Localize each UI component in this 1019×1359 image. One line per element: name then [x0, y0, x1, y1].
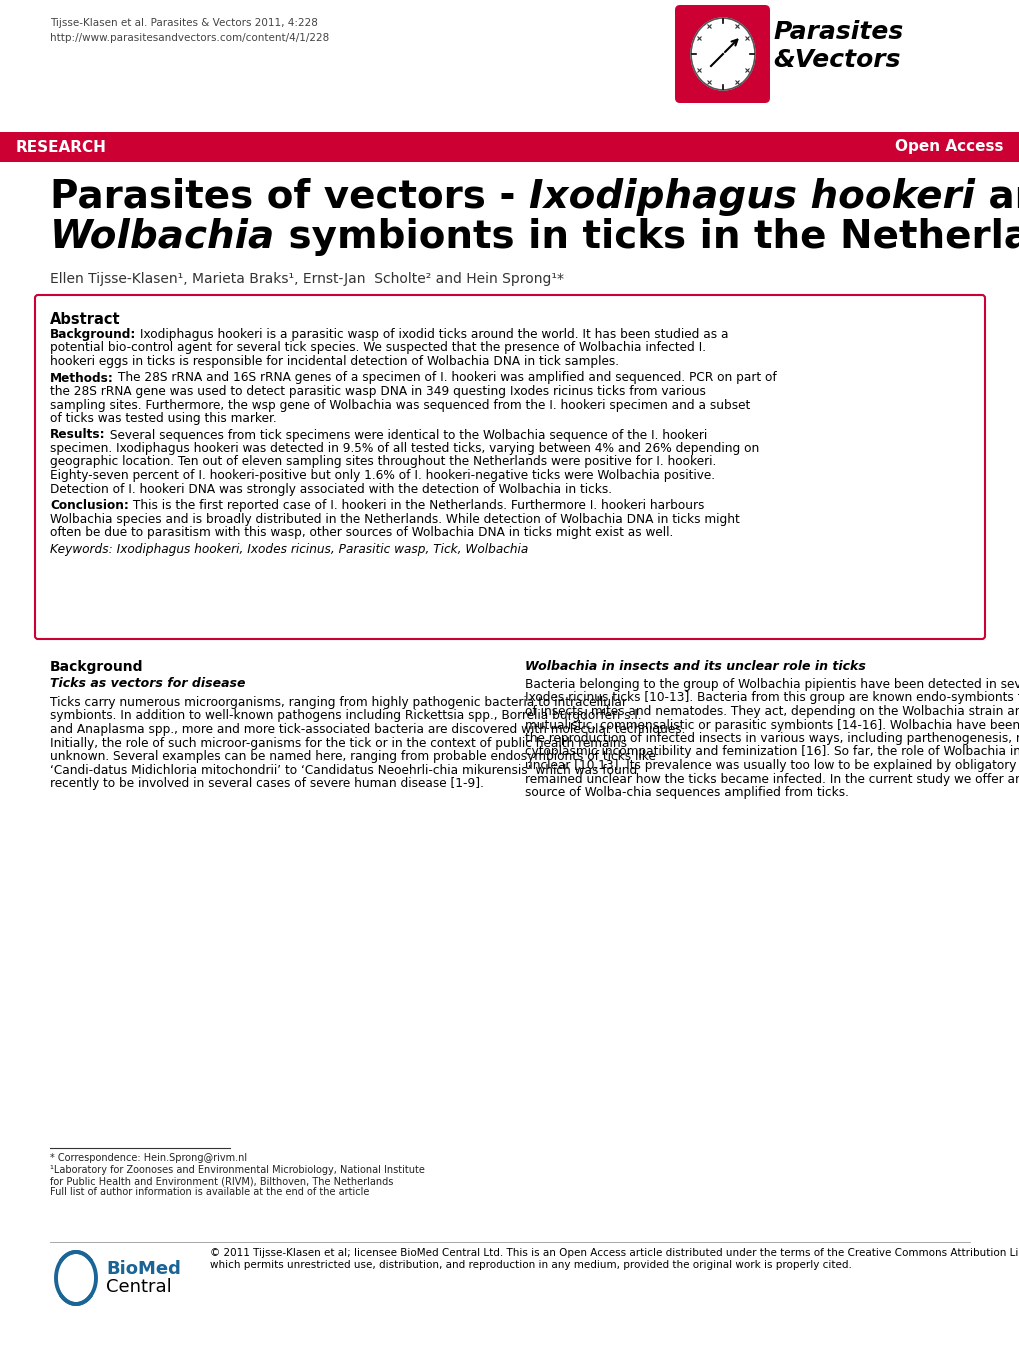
Text: potential bio-control agent for several tick species. We suspected that the pres: potential bio-control agent for several …: [50, 341, 705, 355]
Text: geographic location. Ten out of eleven sampling sites throughout the Netherlands: geographic location. Ten out of eleven s…: [50, 455, 715, 469]
Text: RESEARCH: RESEARCH: [16, 140, 107, 155]
Text: Ellen Tijsse-Klasen¹, Marieta Braks¹, Ernst-Jan  Scholte² and Hein Sprong¹*: Ellen Tijsse-Klasen¹, Marieta Braks¹, Er…: [50, 272, 564, 285]
Text: mutualistic, commensalistic or parasitic symbionts [14-16]. Wolbachia have been : mutualistic, commensalistic or parasitic…: [525, 719, 1019, 731]
Bar: [0, 132, 1019, 162]
Text: Several sequences from tick specimens were identical to the Wolbachia sequence o: Several sequences from tick specimens we…: [106, 428, 706, 442]
Text: Ticks carry numerous microorganisms, ranging from highly pathogenic bacteria to : Ticks carry numerous microorganisms, ran…: [50, 696, 627, 709]
Text: This is the first reported case of I. hookeri in the Netherlands. Furthermore I.: This is the first reported case of I. ho…: [128, 499, 703, 512]
Text: BioMed: BioMed: [106, 1260, 180, 1277]
Text: for Public Health and Environment (RIVM), Bilthoven, The Netherlands: for Public Health and Environment (RIVM)…: [50, 1176, 393, 1186]
Text: remained unclear how the ticks became infected. In the current study we offer an: remained unclear how the ticks became in…: [525, 772, 1019, 786]
Text: The 28S rRNA and 16S rRNA genes of a specimen of I. hookeri was amplified and se: The 28S rRNA and 16S rRNA genes of a spe…: [114, 371, 775, 385]
Text: Bacteria belonging to the group of Wolbachia pipientis have been detected in sev: Bacteria belonging to the group of Wolba…: [525, 678, 1019, 690]
Text: © 2011 Tijsse-Klasen et al; licensee BioMed Central Ltd. This is an Open Access : © 2011 Tijsse-Klasen et al; licensee Bio…: [210, 1248, 1019, 1258]
Text: ‘Candi-datus Midichloria mitochondrii’ to ‘Candidatus Neoehrli-chia mikurensis’ : ‘Candi-datus Midichloria mitochondrii’ t…: [50, 764, 637, 776]
Text: hookeri eggs in ticks is responsible for incidental detection of Wolbachia DNA i: hookeri eggs in ticks is responsible for…: [50, 355, 619, 368]
Text: of insects, mites and nematodes. They act, depending on the Wolbachia strain and: of insects, mites and nematodes. They ac…: [525, 705, 1019, 718]
Text: specimen. Ixodiphagus hookeri was detected in 9.5% of all tested ticks, varying : specimen. Ixodiphagus hookeri was detect…: [50, 442, 758, 455]
Text: Methods:: Methods:: [50, 371, 114, 385]
Text: and Anaplasma spp., more and more tick-associated bacteria are discovered with m: and Anaplasma spp., more and more tick-a…: [50, 723, 685, 737]
Text: unknown. Several examples can be named here, ranging from probable endosymbionts: unknown. Several examples can be named h…: [50, 750, 655, 762]
Text: Open Access: Open Access: [895, 140, 1003, 155]
Text: cytoplasmic incompatibility and feminization [16]. So far, the role of Wolbachia: cytoplasmic incompatibility and feminiza…: [525, 746, 1019, 758]
Text: Tijsse-Klasen et al. Parasites & Vectors 2011, 4:228: Tijsse-Klasen et al. Parasites & Vectors…: [50, 18, 318, 29]
Text: Full list of author information is available at the end of the article: Full list of author information is avail…: [50, 1186, 369, 1197]
Text: Wolbachia: Wolbachia: [50, 217, 275, 255]
Text: Parasites: Parasites: [772, 20, 903, 43]
Ellipse shape: [690, 18, 754, 90]
Text: ¹Laboratory for Zoonoses and Environmental Microbiology, National Institute: ¹Laboratory for Zoonoses and Environment…: [50, 1165, 425, 1176]
Text: the reproduction of infected insects in various ways, including parthenogenesis,: the reproduction of infected insects in …: [525, 733, 1019, 745]
Text: Background:: Background:: [50, 328, 137, 341]
Text: and its: and its: [974, 178, 1019, 216]
Text: Initially, the role of such microor-ganisms for the tick or in the context of pu: Initially, the role of such microor-gani…: [50, 737, 627, 750]
Text: the 28S rRNA gene was used to detect parasitic wasp DNA in 349 questing Ixodes r: the 28S rRNA gene was used to detect par…: [50, 385, 705, 398]
Text: often be due to parasitism with this wasp, other sources of Wolbachia DNA in tic: often be due to parasitism with this was…: [50, 526, 673, 540]
Text: Parasites of vectors -: Parasites of vectors -: [50, 178, 529, 216]
Text: Wolbachia species and is broadly distributed in the Netherlands. While detection: Wolbachia species and is broadly distrib…: [50, 512, 739, 526]
Text: Ixodes ricinus ticks [10-13]. Bacteria from this group are known endo-symbionts : Ixodes ricinus ticks [10-13]. Bacteria f…: [525, 692, 1019, 704]
Text: Conclusion:: Conclusion:: [50, 499, 128, 512]
Text: Background: Background: [50, 660, 144, 674]
Text: Eighty-seven percent of I. hookeri-positive but only 1.6% of I. hookeri-negative: Eighty-seven percent of I. hookeri-posit…: [50, 469, 714, 482]
Text: symbionts. In addition to well-known pathogens including Rickettsia spp., Borrel: symbionts. In addition to well-known pat…: [50, 709, 641, 723]
Text: unclear [10,13]. Its prevalence was usually too low to be explained by obligator: unclear [10,13]. Its prevalence was usua…: [525, 758, 1019, 772]
Text: Central: Central: [106, 1277, 171, 1296]
Text: Wolbachia in insects and its unclear role in ticks: Wolbachia in insects and its unclear rol…: [525, 660, 865, 673]
Text: symbionts in ticks in the Netherlands: symbionts in ticks in the Netherlands: [275, 217, 1019, 255]
Text: Results:: Results:: [50, 428, 106, 442]
Text: Detection of I. hookeri DNA was strongly associated with the detection of Wolbac: Detection of I. hookeri DNA was strongly…: [50, 482, 611, 496]
Text: Abstract: Abstract: [50, 313, 120, 328]
Text: source of Wolba-chia sequences amplified from ticks.: source of Wolba-chia sequences amplified…: [525, 786, 848, 799]
Text: recently to be involved in several cases of severe human disease [1-9].: recently to be involved in several cases…: [50, 777, 483, 790]
Text: which permits unrestricted use, distribution, and reproduction in any medium, pr: which permits unrestricted use, distribu…: [210, 1260, 851, 1269]
FancyBboxPatch shape: [675, 5, 769, 103]
Text: Ticks as vectors for disease: Ticks as vectors for disease: [50, 677, 246, 690]
Text: &Vectors: &Vectors: [772, 48, 900, 72]
Text: http://www.parasitesandvectors.com/content/4/1/228: http://www.parasitesandvectors.com/conte…: [50, 33, 329, 43]
Text: Keywords: Ixodiphagus hookeri, Ixodes ricinus, Parasitic wasp, Tick, Wolbachia: Keywords: Ixodiphagus hookeri, Ixodes ri…: [50, 542, 528, 556]
FancyBboxPatch shape: [35, 295, 984, 639]
Text: * Correspondence: Hein.Sprong@rivm.nl: * Correspondence: Hein.Sprong@rivm.nl: [50, 1152, 247, 1163]
Text: of ticks was tested using this marker.: of ticks was tested using this marker.: [50, 412, 276, 425]
Text: Ixodiphagus hookeri is a parasitic wasp of ixodid ticks around the world. It has: Ixodiphagus hookeri is a parasitic wasp …: [137, 328, 729, 341]
Text: sampling sites. Furthermore, the wsp gene of Wolbachia was sequenced from the I.: sampling sites. Furthermore, the wsp gen…: [50, 398, 750, 412]
Text: Ixodiphagus hookeri: Ixodiphagus hookeri: [529, 178, 974, 216]
